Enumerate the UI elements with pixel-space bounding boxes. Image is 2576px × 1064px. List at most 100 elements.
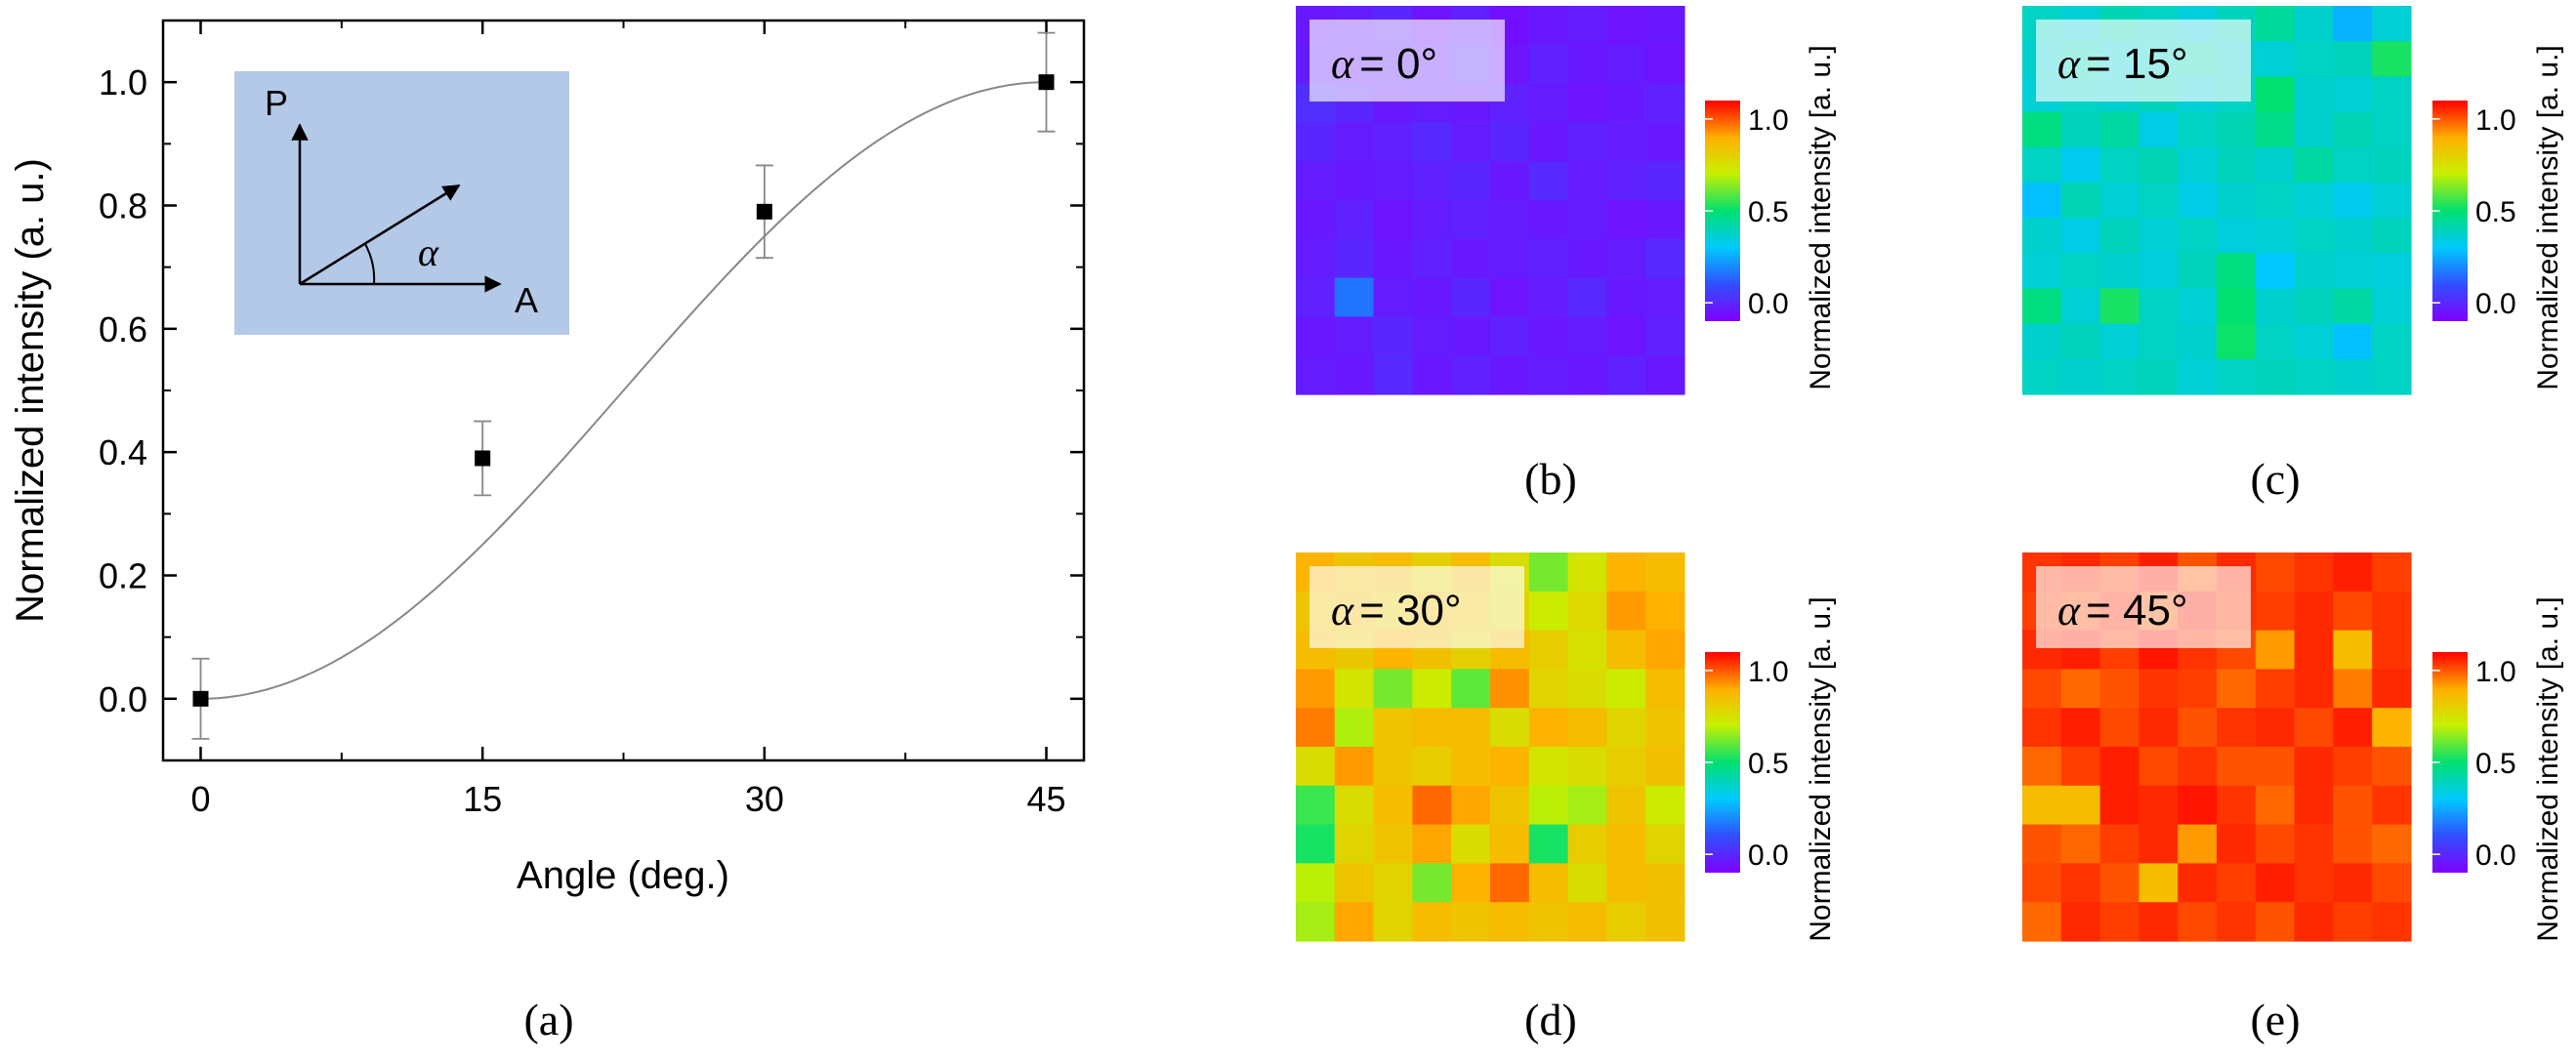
heatmap-cell xyxy=(2294,708,2334,748)
heatmap-cell xyxy=(2372,824,2412,864)
heatmap-cell xyxy=(1334,200,1375,240)
heatmap-cell xyxy=(1528,630,1569,670)
y-tick-label: 0.8 xyxy=(99,186,147,226)
heatmap-cell xyxy=(2099,288,2140,325)
heatmap-cell xyxy=(2060,747,2101,787)
heatmap-cell xyxy=(2372,323,2412,360)
heatmap-cell xyxy=(1567,83,1607,123)
polarizer-label: P xyxy=(265,83,288,123)
heatmap-cell xyxy=(2022,111,2062,148)
heatmap-cell xyxy=(1567,355,1607,395)
heatmap-cell xyxy=(1645,552,1685,593)
heatmap-cell xyxy=(1645,785,1685,826)
heatmap-cell xyxy=(2372,708,2412,748)
heatmap-cell xyxy=(1373,316,1413,356)
heatmap-cell xyxy=(2178,747,2218,787)
heatmap-cell xyxy=(1334,708,1375,748)
heatmap-cell xyxy=(1567,161,1607,201)
heatmap-cell xyxy=(2372,552,2412,593)
annotation-text: α = 15° xyxy=(2057,40,2188,88)
heatmap-cell xyxy=(1567,552,1607,593)
colorbar-tick-labels: 1.0 0.5 0.0 xyxy=(2475,656,2516,872)
data-point xyxy=(191,657,210,740)
heatmap-cell xyxy=(2217,902,2257,942)
heatmap-cell xyxy=(2022,288,2062,325)
heatmap-cell xyxy=(2139,288,2179,325)
heatmap-cell xyxy=(1490,824,1530,864)
annotation-symbol: α xyxy=(1331,40,1354,88)
heatmap-cell xyxy=(2060,218,2101,254)
heatmap-cell xyxy=(1412,669,1452,709)
heatmap-cell xyxy=(1606,44,1646,85)
heatmap-cell xyxy=(1373,161,1413,201)
heatmap-cell xyxy=(2022,747,2062,787)
heatmap-cell xyxy=(1334,161,1375,201)
heatmap-cell xyxy=(2333,288,2373,325)
heatmap-cell xyxy=(1645,200,1685,240)
heatmap-cells xyxy=(2022,552,2412,942)
panel-label: (e) xyxy=(2250,995,2300,1044)
heatmap-cell xyxy=(1606,122,1646,162)
inset-polarizer-diagram: P A α xyxy=(234,71,569,335)
x-axis-tick-labels: 0 15 30 45 xyxy=(190,779,1065,819)
colorbar-tick-label: 0.5 xyxy=(1748,748,1789,780)
heatmap-cell xyxy=(2294,785,2334,826)
heatmap-cell xyxy=(1412,200,1452,240)
heatmap-cell xyxy=(2255,669,2296,709)
panel-a-scatter-plot: 0.0 0.2 0.4 0.6 0.8 1.0 0 15 30 45 P A α Normali… xyxy=(9,19,1086,1044)
y-tick-label: 0.6 xyxy=(99,309,147,349)
alpha-annotation: α = 30° xyxy=(1309,566,1524,648)
heatmap-panel-e: α = 45° 1.0 0.5 0.0 Normalized intensity [a. … xyxy=(2022,552,2564,1044)
heatmap-cell xyxy=(2372,253,2412,290)
heatmap-cell xyxy=(2139,323,2179,360)
heatmap-cell xyxy=(2060,708,2101,748)
heatmap-cell xyxy=(1412,747,1452,787)
heatmap-cell xyxy=(1373,277,1413,317)
heatmap-cell xyxy=(1373,238,1413,279)
heatmap-cell xyxy=(1645,669,1685,709)
heatmap-cell xyxy=(2333,630,2373,670)
heatmap-cell xyxy=(1528,902,1569,942)
heatmap-cell xyxy=(1567,863,1607,903)
heatmap-cell xyxy=(2099,218,2140,254)
heatmap-cell xyxy=(1451,669,1491,709)
heatmap-cell xyxy=(2022,218,2062,254)
colorbar-label: Normalized intensity [a. u.] xyxy=(2532,596,2564,941)
heatmap-cell xyxy=(2060,358,2101,395)
heatmap-cell xyxy=(1645,44,1685,85)
heatmap-cell xyxy=(1606,902,1646,942)
heatmap-cell xyxy=(2139,218,2179,254)
heatmap-cell xyxy=(1334,863,1375,903)
heatmap-cell xyxy=(1606,863,1646,903)
heatmap-cell xyxy=(1412,161,1452,201)
heatmap-cells xyxy=(1296,552,1685,942)
heatmap-cell xyxy=(2099,111,2140,148)
heatmap-cell xyxy=(2294,146,2334,184)
heatmap-cell xyxy=(2060,863,2101,903)
heatmap-cell xyxy=(1451,708,1491,748)
annotation-background xyxy=(2036,566,2251,648)
heatmap-cell xyxy=(1451,316,1491,356)
heatmap-cell xyxy=(1490,316,1530,356)
heatmap-cell xyxy=(1645,824,1685,864)
colorbar-tick-label: 0.0 xyxy=(1748,288,1789,320)
heatmap-cell xyxy=(1451,277,1491,317)
heatmap-cell xyxy=(2255,218,2296,254)
heatmap-cell xyxy=(1373,747,1413,787)
heatmap-cell xyxy=(2099,863,2140,903)
heatmap-cell xyxy=(2294,902,2334,942)
heatmap-cell xyxy=(2372,182,2412,219)
heatmap-cell xyxy=(1528,863,1569,903)
colorbar-tick-label: 1.0 xyxy=(1748,104,1789,137)
heatmap-cell xyxy=(1296,277,1336,317)
data-marker xyxy=(475,450,491,467)
heatmap-panels: α = 0°1.00.50.0 Normalized intensity [a. u… xyxy=(1296,6,2564,1044)
heatmap-cell xyxy=(2333,146,2373,184)
heatmap-cell xyxy=(1490,161,1530,201)
heatmap-cell xyxy=(2333,323,2373,360)
annotation-background xyxy=(2036,20,2251,102)
heatmap-cell xyxy=(1373,122,1413,162)
heatmap-cell xyxy=(1451,200,1491,240)
heatmap-cell xyxy=(2217,288,2257,325)
heatmap-cell xyxy=(2178,111,2218,148)
